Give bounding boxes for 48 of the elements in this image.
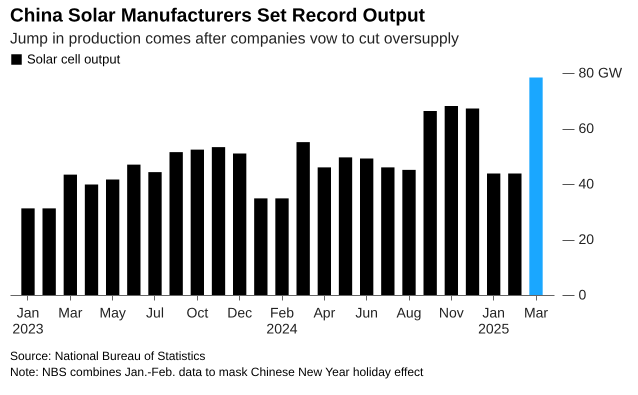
bar [190,150,204,295]
y-tick-label: 0 [578,286,586,302]
bar [64,174,77,295]
bar [529,77,543,295]
x-tick-label: May [99,304,126,320]
bar [212,147,226,295]
x-tick-label: Jan 2023 [12,304,44,336]
y-tick-label: 20 [578,231,594,247]
bar [466,108,480,295]
bar [254,198,268,295]
bar [169,152,183,295]
y-tick-label: 40 [578,176,594,192]
source-note: Source: National Bureau of Statistics [10,348,206,364]
bar [360,158,374,295]
y-tick-label: 60 [578,120,594,136]
bar [444,106,458,295]
bar [127,164,140,295]
y-tick-label: 80 GW [578,64,623,80]
x-tick-label: Jun [355,304,378,320]
x-tick-label: Nov [438,304,464,320]
chart-title: China Solar Manufacturers Set Record Output [10,6,426,26]
chart-subtitle: Jump in production comes after companies vow to cut oversupply [10,30,460,48]
x-tick-label: Jan 2025 [478,304,510,336]
bar [487,173,500,295]
x-tick-label: Oct [186,304,208,320]
bar [296,142,310,295]
bar [318,167,331,295]
bar [424,111,437,295]
x-tick-label: Dec [227,304,252,320]
x-tick-label: Jul [146,304,164,320]
legend-label: Solar cell output [27,52,121,66]
bar [233,153,246,295]
bar [402,170,416,295]
bar [21,208,35,295]
bar [381,167,395,295]
x-tick-label: Feb 2024 [266,304,298,336]
text: Note: NBS combines Jan.-Feb. data to mask Chinese New Year holiday effect [10,364,424,380]
bar [106,180,120,295]
x-tick-label: Mar [58,304,83,320]
x-tick-label: Apr [313,304,336,320]
bar [84,184,98,295]
bar [275,198,289,295]
x-tick-label: Mar [524,304,548,320]
bar [42,208,56,295]
x-tick-label: Aug [396,304,422,320]
bar [338,157,352,295]
bar [508,173,522,295]
bar [148,172,162,295]
